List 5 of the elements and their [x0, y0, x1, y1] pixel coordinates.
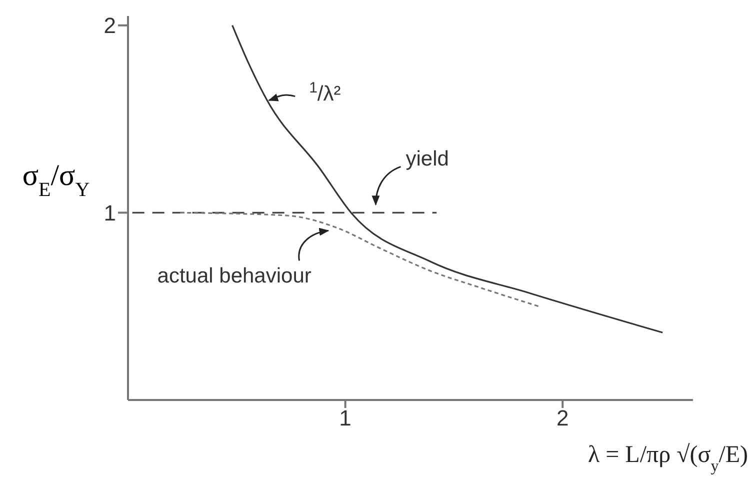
y-axis-title: σ$_{E}$/σ$_{Y}$	[22, 159, 90, 201]
annotation: yield	[406, 148, 449, 171]
annotation: actual behaviour	[157, 264, 312, 288]
annotation: $^{1}$/λ²	[309, 78, 341, 106]
x-axis-title: λ = L/πρ √(σ$_{y}$/E)	[588, 442, 748, 474]
